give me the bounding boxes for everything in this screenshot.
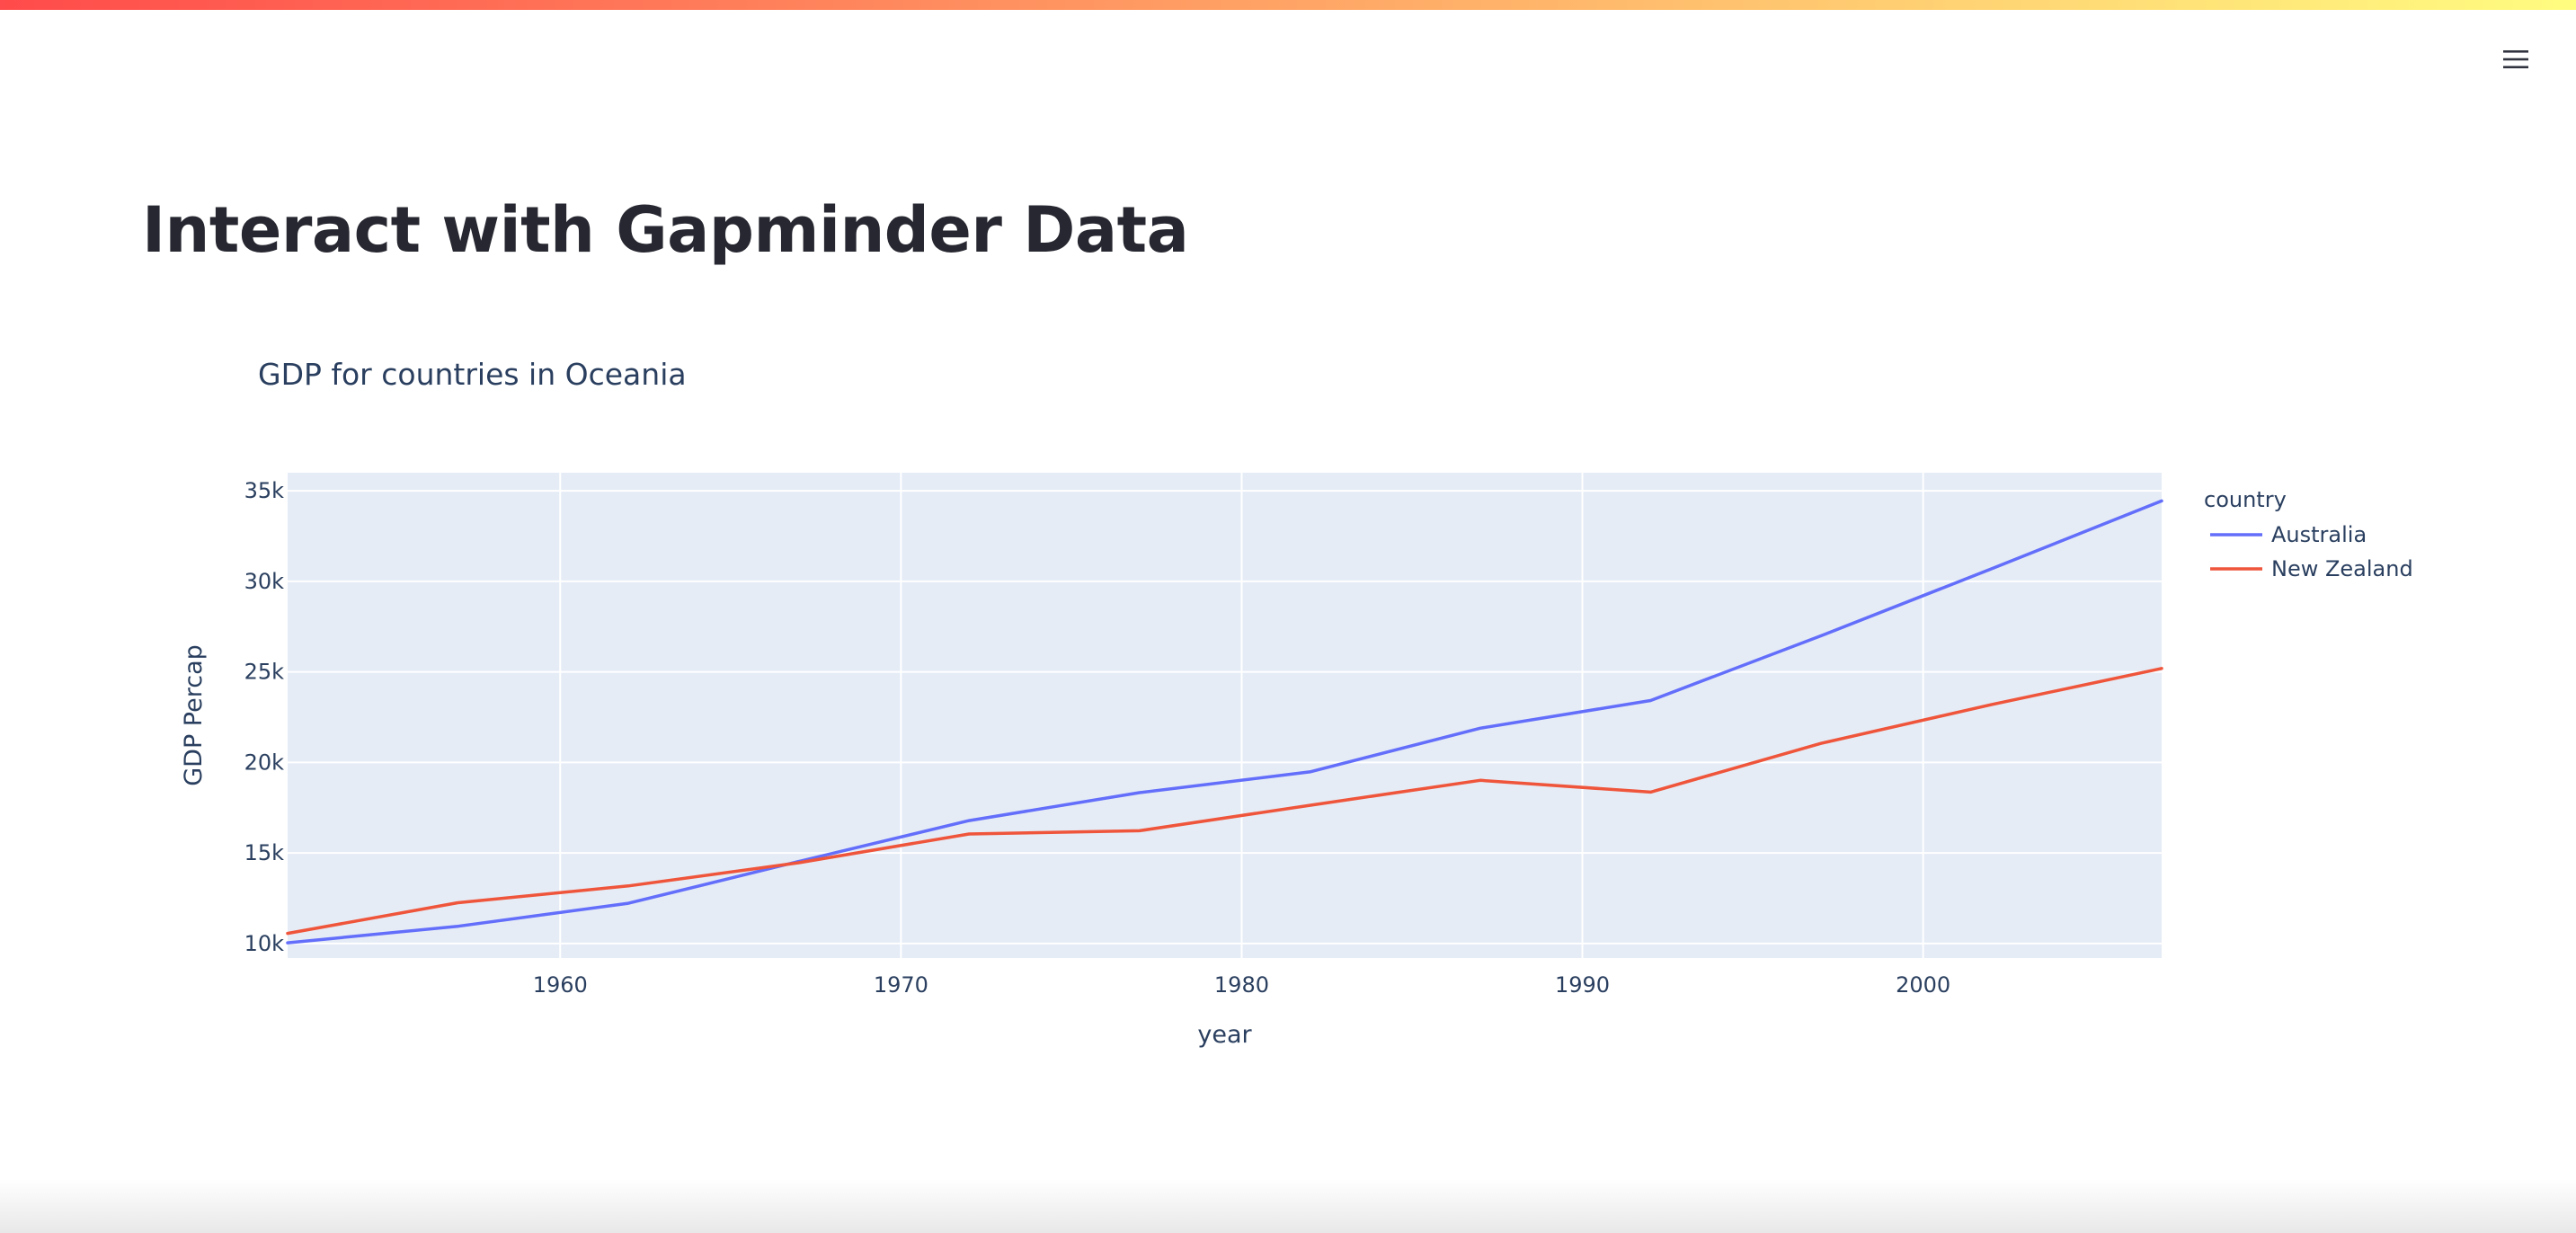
plot-area[interactable] [288, 473, 2162, 958]
data-point-australia[interactable] [453, 921, 464, 932]
x-axis-label: year [1197, 1021, 1252, 1049]
data-point-new-zealand[interactable] [1134, 825, 1145, 836]
data-point-australia[interactable] [964, 815, 974, 826]
data-point-new-zealand[interactable] [1985, 699, 1996, 710]
header-decoration-bar [0, 0, 2576, 10]
legend-title: country [2204, 487, 2287, 512]
data-point-new-zealand[interactable] [282, 928, 293, 939]
main-menu-button[interactable] [2495, 41, 2536, 77]
data-point-new-zealand[interactable] [1645, 786, 1656, 797]
data-point-new-zealand[interactable] [1816, 738, 1826, 749]
data-point-new-zealand[interactable] [2156, 663, 2167, 674]
y-tick-label: 25k [244, 660, 285, 685]
y-tick-label: 20k [244, 750, 285, 775]
bottom-shadow [0, 1179, 2576, 1233]
series-line-australia[interactable] [286, 499, 2163, 945]
data-point-new-zealand[interactable] [453, 898, 464, 909]
data-point-new-zealand[interactable] [794, 857, 804, 868]
legend-label-australia: Australia [2271, 522, 2367, 547]
legend-label-new-zealand: New Zealand [2271, 556, 2413, 581]
series-line-new-zealand[interactable] [286, 667, 2163, 936]
x-tick-label: 1990 [1555, 972, 1610, 998]
data-point-australia[interactable] [1475, 723, 1486, 733]
data-point-australia[interactable] [1816, 631, 1826, 642]
gdp-line-chart[interactable]: GDP for countries in Oceania 1960 1970 1980… [0, 324, 2576, 1060]
y-tick-label: 35k [244, 478, 285, 503]
hamburger-menu-icon [2503, 50, 2528, 68]
x-tick-label: 2000 [1896, 972, 1950, 998]
data-point-new-zealand[interactable] [1475, 775, 1486, 785]
data-point-australia[interactable] [1304, 767, 1315, 777]
y-tick-label: 15k [244, 840, 285, 865]
data-point-australia[interactable] [1985, 563, 1996, 574]
x-tick-label: 1970 [874, 972, 928, 998]
data-point-australia[interactable] [623, 898, 634, 909]
x-tick-label: 1960 [533, 972, 588, 998]
data-point-new-zealand[interactable] [1304, 800, 1315, 811]
y-tick-label: 10k [244, 931, 285, 956]
data-point-new-zealand[interactable] [623, 881, 634, 891]
data-point-australia[interactable] [282, 937, 293, 948]
data-point-australia[interactable] [1134, 787, 1145, 798]
data-point-australia[interactable] [1645, 695, 1656, 705]
page-title: Interact with Gapminder Data [142, 193, 1189, 267]
data-point-new-zealand[interactable] [964, 829, 974, 839]
data-point-australia[interactable] [2156, 495, 2167, 506]
y-axis-label: GDP Percap [180, 644, 208, 786]
y-tick-label: 30k [244, 569, 285, 594]
chart-title: GDP for countries in Oceania [258, 357, 687, 392]
x-tick-label: 1980 [1214, 972, 1269, 998]
